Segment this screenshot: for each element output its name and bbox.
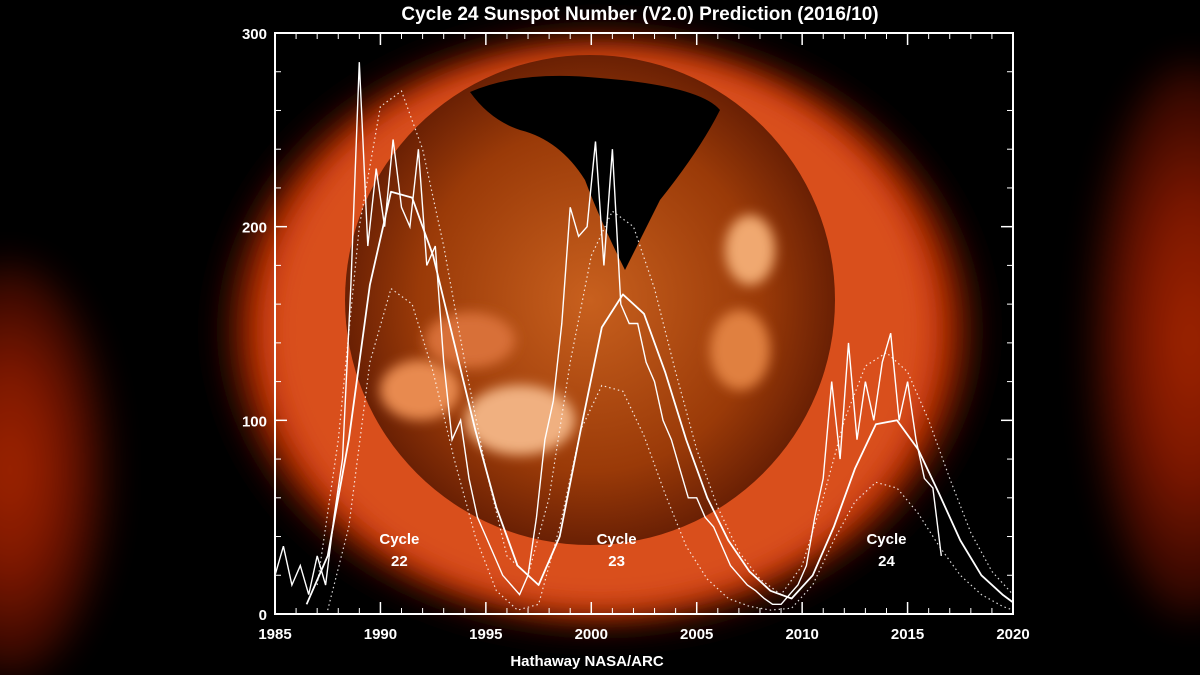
chart-credit: Hathaway NASA/ARC [510, 653, 664, 670]
cycle-label-word: Cycle [379, 531, 419, 548]
plot-frame [274, 32, 1014, 615]
cycle-label-word: Cycle [866, 531, 906, 548]
cycle-label-number: 22 [391, 553, 408, 570]
left-blurred-backdrop [0, 0, 150, 675]
cycle-label-number: 24 [878, 553, 895, 570]
x-tick-label: 2005 [680, 626, 713, 643]
y-tick-label: 0 [259, 607, 267, 624]
series-layer [274, 62, 1014, 611]
x-tick-label: 1995 [469, 626, 502, 643]
annotation-layer: Cycle 22 Cycle 23 Cycle 24 [379, 531, 906, 570]
x-tick-label: 2010 [785, 626, 818, 643]
x-tick-label: 1990 [364, 626, 397, 643]
cycle-label-number: 23 [608, 553, 625, 570]
chart-title: Cycle 24 Sunspot Number (V2.0) Predictio… [401, 4, 878, 25]
right-blurred-backdrop [1050, 0, 1200, 675]
y-tick-label: 300 [242, 26, 267, 43]
y-tick-label: 100 [242, 413, 267, 430]
cycle-label-word: Cycle [597, 531, 637, 548]
x-tick-label: 2000 [575, 626, 608, 643]
x-tick-label: 1985 [258, 626, 291, 643]
axes: 1985 1990 1995 2000 2005 2010 2015 2020 0 100 200 3… [242, 26, 1030, 643]
series-line-prediction-lower-bound [327, 287, 1014, 611]
series-line-fitted-curve [305, 190, 1014, 605]
x-tick-label: 2015 [891, 626, 924, 643]
y-tick-label: 200 [242, 220, 267, 237]
solar-background [205, 15, 995, 645]
x-tick-label: 2020 [996, 626, 1029, 643]
